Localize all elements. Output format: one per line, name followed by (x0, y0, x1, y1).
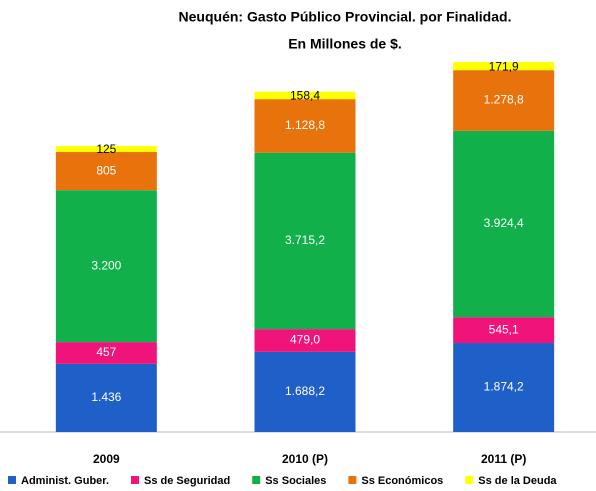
x-tick-label: 2011 (P) (481, 452, 526, 466)
bar-segment (254, 91, 356, 100)
value-label: 3.200 (91, 258, 121, 272)
bar-segment (453, 343, 555, 432)
bar-segment (254, 99, 356, 153)
bar-segment (254, 351, 356, 432)
value-label: 545,1 (489, 322, 519, 336)
legend-swatch (252, 476, 261, 484)
value-label: 158,4 (290, 89, 320, 103)
bar-segment (453, 130, 555, 318)
value-label: 3.924,4 (484, 216, 524, 230)
legend-label: Ss Sociales (265, 475, 326, 487)
value-label: 125 (96, 142, 116, 156)
value-label: 1.874,2 (484, 380, 524, 394)
legend-label: Ss Económicos (361, 475, 443, 487)
value-label: 171,9 (489, 59, 519, 73)
x-tick-label: 2009 (93, 452, 120, 466)
value-label: 3.715,2 (285, 233, 325, 247)
bar-segment (55, 342, 157, 364)
legend-label: Ss de la Deuda (478, 475, 557, 487)
x-tick-label: 2010 (P) (282, 452, 328, 466)
value-label: 479,0 (290, 333, 320, 347)
bar-segment (453, 317, 555, 344)
bar-segment (55, 152, 157, 191)
bar-segment (254, 329, 356, 352)
value-label: 805 (96, 163, 116, 177)
chart-subtitle: En Millones de $. (288, 36, 402, 52)
bar-segment (55, 363, 157, 432)
bar-segment (55, 146, 157, 153)
bar-segment (453, 70, 555, 131)
legend-swatch (131, 476, 140, 484)
legend-swatch (465, 476, 474, 484)
value-label: 1.688,2 (285, 384, 325, 398)
legend-label: Administ. Guber. (21, 475, 109, 487)
legend-swatch (8, 476, 16, 484)
chart-title: Neuquén: Gasto Público Provincial. por F… (179, 9, 512, 25)
bar-segment (55, 190, 157, 343)
value-label: 1.278,8 (484, 93, 524, 107)
value-label: 1.436 (91, 390, 121, 404)
value-label: 457 (96, 345, 116, 359)
value-label: 1.128,8 (285, 118, 325, 132)
legend-swatch (348, 476, 357, 484)
bar-segment (453, 62, 555, 71)
bar-segment (254, 152, 356, 330)
legend-label: Ss de Seguridad (144, 475, 230, 487)
